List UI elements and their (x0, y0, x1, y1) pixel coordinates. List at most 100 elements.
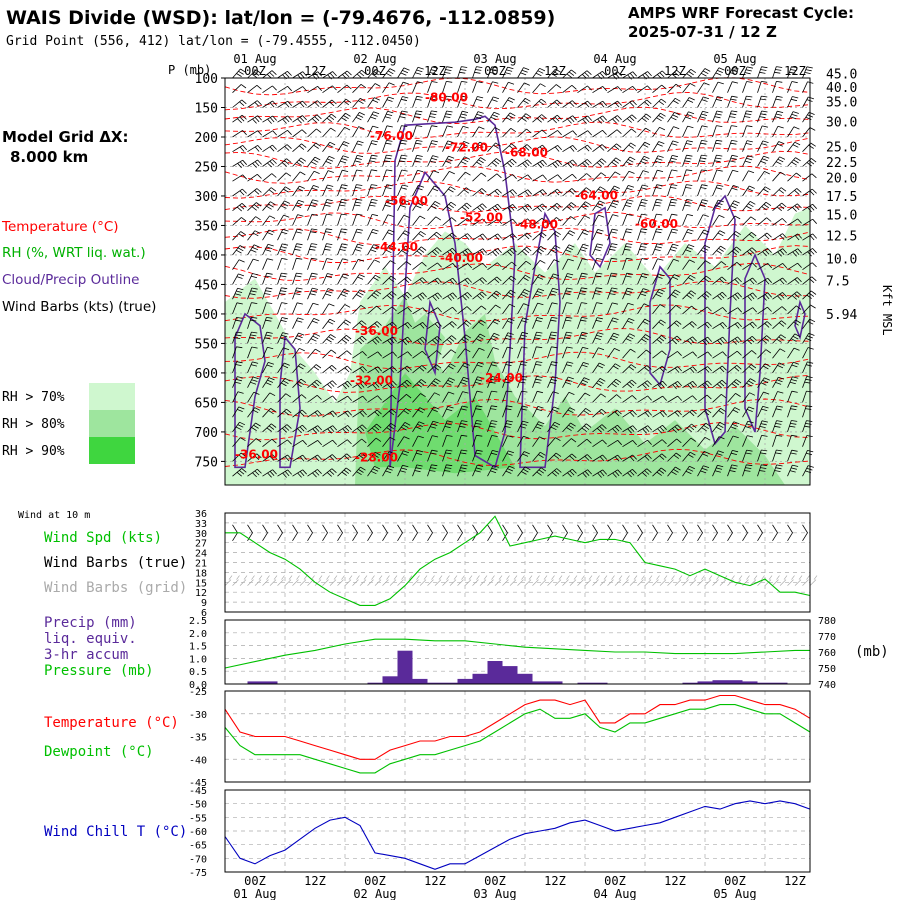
true-wind-barb (412, 524, 418, 542)
wind-barb (562, 468, 577, 478)
wind-barb (607, 424, 622, 434)
wind-barb (772, 218, 787, 226)
wind-barb (232, 245, 246, 256)
wind-barb (802, 347, 814, 359)
wind-barb (757, 335, 772, 344)
wind-barb (457, 125, 469, 138)
station-title: WAIS Divide (WSD): lat/lon = (-79.4676, … (6, 7, 555, 29)
wind-barb (367, 321, 382, 330)
wind-barb (562, 188, 577, 197)
wind-barb (682, 140, 693, 152)
wind-barb (472, 362, 485, 374)
true-wind-barb (502, 524, 508, 542)
wind-barb (727, 169, 739, 182)
precip-bar (262, 681, 278, 684)
wind-barb (277, 144, 292, 153)
wind-barb (277, 408, 292, 418)
wind-barb (652, 199, 663, 211)
wind-barb (412, 322, 427, 330)
grid-wind-barb (412, 575, 420, 586)
grid-wind-barb (239, 575, 248, 586)
wind-barb (382, 110, 394, 123)
wind-barb (397, 351, 412, 359)
wind-barb (667, 169, 678, 182)
grid-wind-barb (269, 575, 278, 586)
true-wind-barb (247, 524, 253, 542)
wind-barb (607, 378, 622, 388)
wind-barb (622, 100, 637, 108)
wind-barb (262, 215, 276, 226)
bottom-time-tick-label: 00Z (364, 874, 386, 888)
temperature-contour-label: -72.00 (445, 141, 488, 155)
chill-ytick-label: -75 (189, 868, 207, 879)
wind-barb (397, 154, 408, 167)
wind-barb (262, 173, 277, 182)
temperature-contour (224, 262, 811, 281)
wind-barb (412, 185, 425, 197)
wind-barb (487, 405, 498, 418)
wind-barb (607, 100, 622, 108)
wind-barb (547, 245, 561, 256)
wind-barb (742, 125, 753, 138)
wind-barb (382, 96, 395, 108)
wind-barb (562, 407, 576, 418)
wind-barb (772, 66, 783, 79)
wind-barb (457, 334, 472, 344)
true-wind-barb (337, 524, 343, 542)
wind-barb (502, 420, 513, 433)
wind-barb (757, 449, 768, 462)
wind-barb (412, 140, 423, 152)
wind-barb (592, 408, 607, 418)
wind-barb (727, 277, 742, 285)
wind-barb (232, 130, 247, 138)
wind-barb (577, 85, 592, 94)
wind-barb (472, 291, 487, 300)
wind-barb (742, 378, 756, 388)
wind-barb (772, 420, 783, 433)
wind-barb (382, 68, 396, 79)
wind-barb (532, 217, 547, 226)
wind-barb (652, 98, 667, 108)
wind-barb (412, 246, 427, 256)
wind-barb (322, 318, 336, 329)
top-time-tick-label: 12Z (544, 64, 566, 78)
wind-barb (307, 348, 321, 359)
temperature-contour-label: -32.00 (350, 374, 393, 388)
wind-barb (472, 405, 483, 418)
wind-barb (427, 140, 438, 152)
wind-barb (337, 84, 352, 94)
forecast-cycle-title: AMPS WRF Forecast Cycle: (628, 4, 854, 22)
wind-barb (457, 81, 468, 93)
wind-barb (442, 420, 453, 433)
xsec-ytick-label: 100 (195, 72, 218, 87)
wind-barb (622, 454, 637, 462)
chill-ytick-label: -45 (189, 786, 207, 797)
wind-barb (457, 405, 468, 418)
wind-barb (262, 70, 277, 79)
true-wind-barb (592, 524, 598, 542)
wind-barb (382, 244, 396, 256)
wind-barb (637, 113, 652, 123)
grid-wind-barb (494, 575, 503, 586)
temperature-contour-label: -48.00 (515, 217, 558, 231)
wind-barb (667, 335, 682, 345)
wind-barb (277, 229, 289, 241)
wind-barb (757, 277, 772, 285)
wind-barb (787, 126, 800, 138)
grid-wind-barb (682, 575, 690, 586)
wind-barb (577, 346, 589, 359)
wind-barb (472, 262, 487, 271)
wind-barb (277, 258, 288, 270)
wind-barb (367, 169, 378, 182)
wind-barb (637, 71, 652, 80)
wind-barb (442, 247, 457, 257)
wind-barb (502, 158, 517, 168)
wind-barb (337, 319, 351, 329)
wind-barb (472, 347, 485, 359)
wind-barb (457, 171, 471, 182)
wind-barb (337, 304, 351, 315)
wind-barb (757, 125, 768, 138)
wind-barb (247, 202, 262, 211)
wind-barb (667, 126, 680, 138)
wind-barb (637, 99, 652, 108)
